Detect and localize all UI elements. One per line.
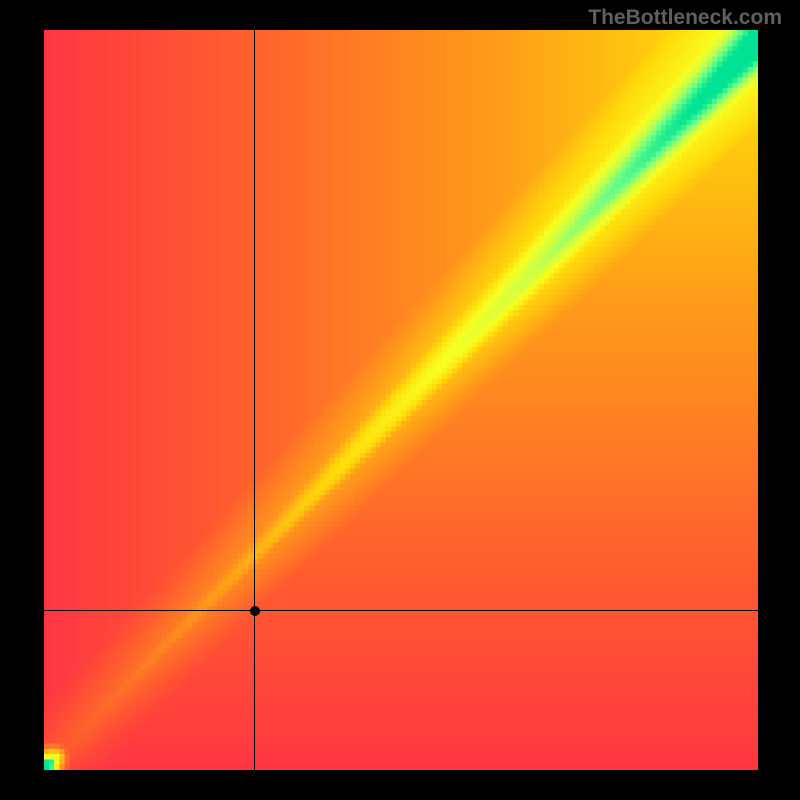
selection-marker [250, 606, 260, 616]
source-watermark: TheBottleneck.com [588, 6, 782, 30]
crosshair-vertical [254, 30, 255, 770]
bottleneck-heatmap [44, 30, 758, 770]
chart-container: { "source_watermark": "TheBottleneck.com… [0, 0, 800, 800]
crosshair-horizontal [44, 610, 758, 611]
